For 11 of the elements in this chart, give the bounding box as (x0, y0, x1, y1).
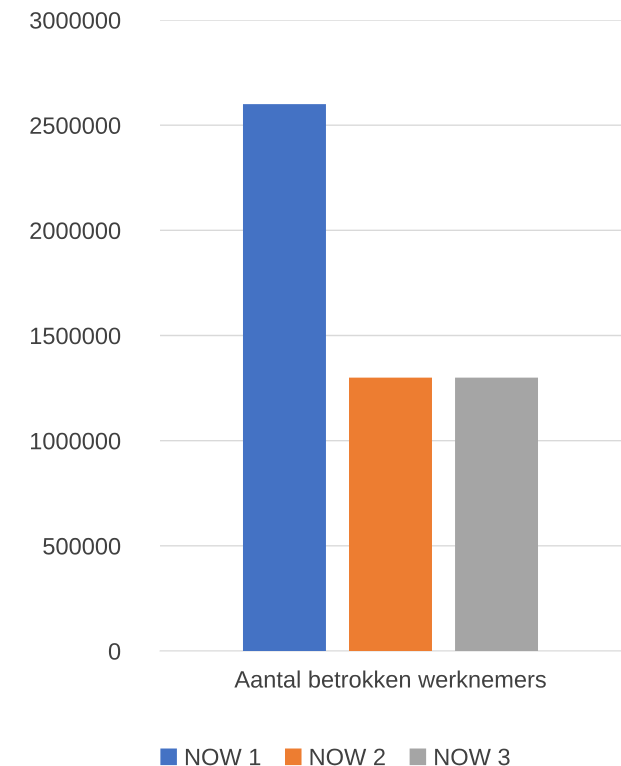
x-tick-label: Aantal betrokken werknemers (234, 670, 546, 688)
y-tick-label: 1000000 (31, 432, 120, 450)
y-tick-label: 2500000 (30, 117, 120, 134)
legend-label: NOW 1 (186, 748, 260, 766)
legend-label: NOW 3 (435, 748, 510, 766)
y-tick-label: 3000000 (30, 12, 120, 29)
legend-label: NOW 2 (310, 748, 385, 766)
y-tick-label: 1500000 (31, 328, 120, 344)
y-tick-label: 500000 (43, 538, 120, 555)
y-tick-label: 0 (108, 643, 120, 660)
y-tick-label: 2000000 (30, 222, 120, 240)
